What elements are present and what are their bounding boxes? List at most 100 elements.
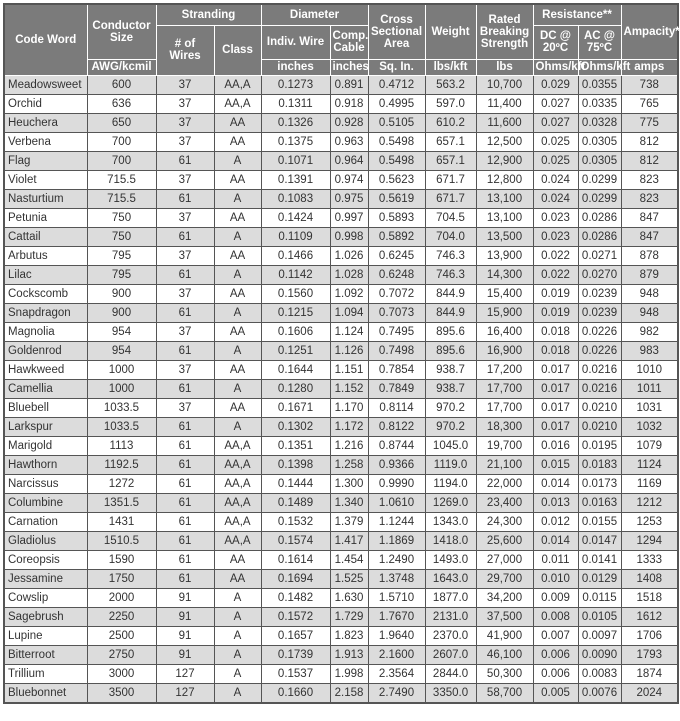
table-row: Coreopsis 1590 61 AA 0.1614 1.454 1.2490 1493.0… [3,549,679,570]
cell-class: AA [213,131,262,152]
cell-code-word: Camellia [3,378,88,399]
cell-code-word: Verbena [3,131,88,152]
header-ac: AC @ 75ºC [577,24,622,60]
table-row: Trillium 3000 127 A 0.1537 1.998 2.3564 2844.0 5… [3,663,679,684]
cell-indiv-wire: 0.1657 [260,625,331,646]
cell-ac-resistance: 0.0173 [577,473,622,494]
cell-ac-resistance: 0.0286 [577,207,622,228]
table-row: Columbine 1351.5 61 AA,A 0.1489 1.340 1.0610 12… [3,492,679,513]
cell-dc-resistance: 0.006 [532,663,579,684]
cell-ac-resistance: 0.0226 [577,321,622,342]
header-cross-area: Cross Sectional Area [367,3,426,60]
cell-ac-resistance: 0.0210 [577,397,622,418]
cell-weight: 2370.0 [424,625,477,646]
cell-weight: 895.6 [424,340,477,361]
cell-ac-resistance: 0.0226 [577,340,622,361]
cell-ac-resistance: 0.0335 [577,93,622,114]
cell-ampacity: 879 [620,264,679,285]
cell-conductor-size: 636 [86,93,157,114]
cell-rbs: 18,300 [475,416,534,437]
cell-class: AA,A [213,435,262,456]
cell-dc-resistance: 0.027 [532,112,579,133]
cell-conductor-size: 1033.5 [86,416,157,437]
cell-ac-resistance: 0.0305 [577,150,622,171]
cell-wires: 61 [155,150,215,171]
cell-rbs: 16,900 [475,340,534,361]
cell-class: A [213,663,262,684]
cell-ac-resistance: 0.0141 [577,549,622,570]
cell-indiv-wire: 0.1351 [260,435,331,456]
cell-conductor-size: 954 [86,321,157,342]
cell-comp-cable: 1.028 [329,264,369,285]
cell-ac-resistance: 0.0239 [577,302,622,323]
cell-rbs: 15,900 [475,302,534,323]
unit-rbs: lbs [475,58,534,76]
cell-wires: 37 [155,359,215,380]
cell-indiv-wire: 0.1644 [260,359,331,380]
header-rbs: Rated Breaking Strength [475,3,534,60]
header-wires: # of Wires [155,24,215,76]
table-row: Narcissus 1272 61 AA,A 0.1444 1.300 0.9990 1194… [3,473,679,494]
cell-code-word: Jessamine [3,568,88,589]
table-row: Carnation 1431 61 AA,A 0.1532 1.379 1.1244 1343… [3,511,679,532]
table-row: Cowslip 2000 91 A 0.1482 1.630 1.5710 1877.0 34,… [3,587,679,608]
cell-comp-cable: 1.152 [329,378,369,399]
cell-ac-resistance: 0.0239 [577,283,622,304]
cell-dc-resistance: 0.014 [532,530,579,551]
cell-weight: 1493.0 [424,549,477,570]
cell-indiv-wire: 0.1398 [260,454,331,475]
cell-weight: 704.0 [424,226,477,247]
table-row: Hawthorn 1192.5 61 AA,A 0.1398 1.258 0.9366 111… [3,454,679,475]
cell-dc-resistance: 0.019 [532,302,579,323]
cell-ampacity: 1079 [620,435,679,456]
cell-comp-cable: 1.151 [329,359,369,380]
cell-ampacity: 812 [620,150,679,171]
cell-cross-area: 0.7854 [367,359,426,380]
cell-cross-area: 0.4712 [367,74,426,95]
cell-rbs: 37,500 [475,606,534,627]
cell-ac-resistance: 0.0286 [577,226,622,247]
cell-wires: 61 [155,530,215,551]
cell-wires: 37 [155,245,215,266]
cell-indiv-wire: 0.1391 [260,169,331,190]
cell-cross-area: 0.6248 [367,264,426,285]
cell-indiv-wire: 0.1739 [260,644,331,665]
cell-ampacity: 1031 [620,397,679,418]
cell-wires: 61 [155,264,215,285]
cell-comp-cable: 1.092 [329,283,369,304]
table-row: Orchid 636 37 AA,A 0.1311 0.918 0.4995 597.0 11,… [3,93,679,114]
cell-cross-area: 0.5105 [367,112,426,133]
table-row: Larkspur 1033.5 61 A 0.1302 1.172 0.8122 970.2 1… [3,416,679,437]
cell-comp-cable: 1.417 [329,530,369,551]
cell-indiv-wire: 0.1532 [260,511,331,532]
cell-rbs: 13,100 [475,207,534,228]
cell-class: AA [213,283,262,304]
cell-cross-area: 1.7670 [367,606,426,627]
cell-wires: 37 [155,74,215,95]
cell-conductor-size: 954 [86,340,157,361]
table-row: Camellia 1000 61 A 0.1280 1.152 0.7849 938.7 17,… [3,378,679,399]
cell-wires: 127 [155,682,215,703]
cell-ampacity: 948 [620,302,679,323]
cell-class: A [213,606,262,627]
unit-amps: amps [620,58,679,76]
cell-conductor-size: 1510.5 [86,530,157,551]
cell-cross-area: 0.7495 [367,321,426,342]
header-stranding: Stranding [155,3,262,26]
cell-wires: 61 [155,188,215,209]
table-row: Violet 715.5 37 AA 0.1391 0.974 0.5623 671.7 12,… [3,169,679,190]
cell-indiv-wire: 0.1466 [260,245,331,266]
cell-dc-resistance: 0.018 [532,340,579,361]
cell-ampacity: 775 [620,112,679,133]
cell-weight: 746.3 [424,245,477,266]
cell-wires: 37 [155,283,215,304]
cell-dc-resistance: 0.013 [532,492,579,513]
table-row: Jessamine 1750 61 AA 0.1694 1.525 1.3748 1643.0… [3,568,679,589]
cell-weight: 671.7 [424,188,477,209]
cell-ampacity: 1706 [620,625,679,646]
cell-conductor-size: 1033.5 [86,397,157,418]
cell-comp-cable: 1.258 [329,454,369,475]
table-row: Petunia 750 37 AA 0.1424 0.997 0.5893 704.5 13,1… [3,207,679,228]
cell-indiv-wire: 0.1572 [260,606,331,627]
cell-class: A [213,644,262,665]
